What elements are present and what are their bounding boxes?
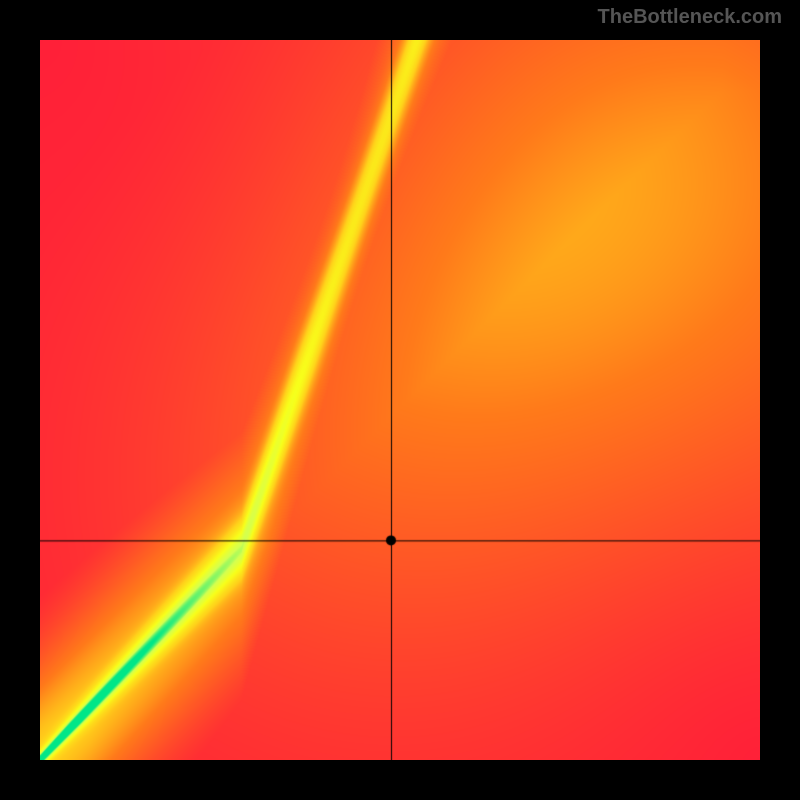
figure-container: TheBottleneck.com — [0, 0, 800, 800]
bottleneck-heatmap — [40, 40, 760, 760]
watermark-label: TheBottleneck.com — [598, 6, 782, 29]
